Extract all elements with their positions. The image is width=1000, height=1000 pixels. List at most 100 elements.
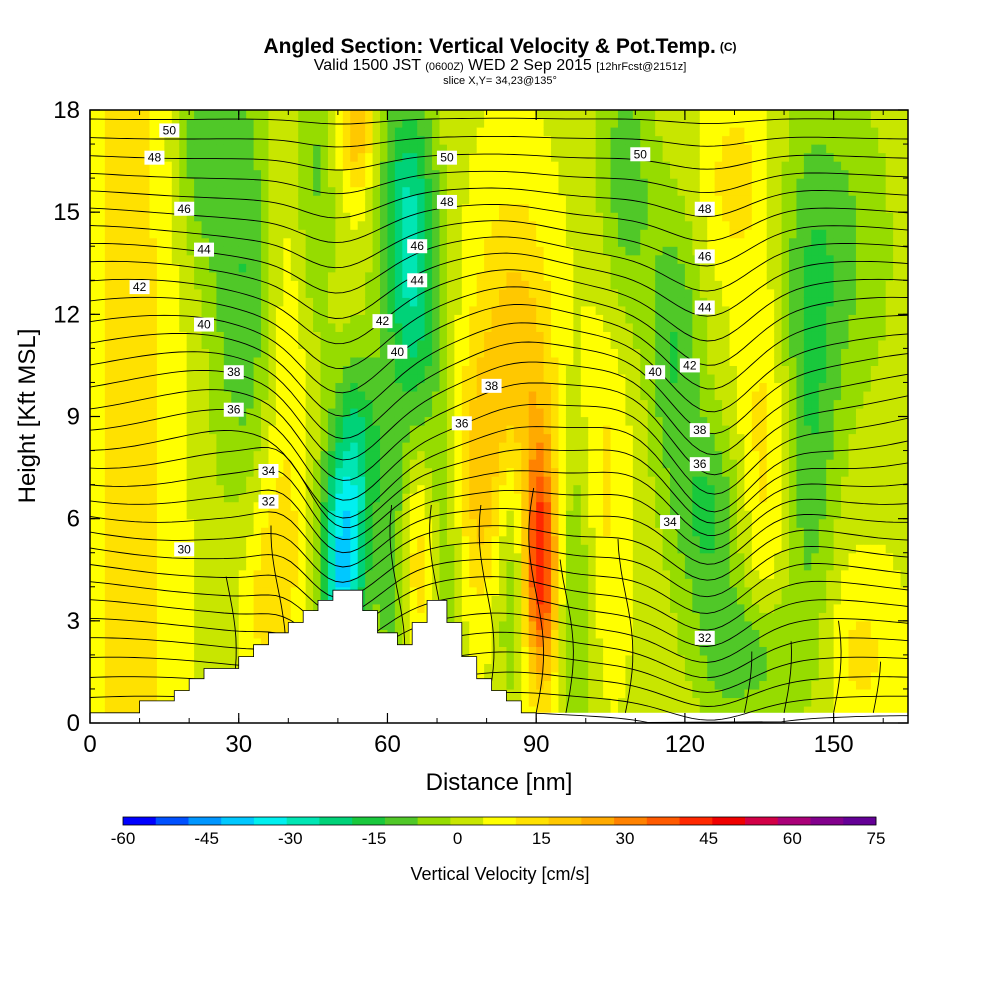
velocity-cell bbox=[335, 254, 344, 264]
velocity-cell bbox=[186, 339, 195, 349]
velocity-cell bbox=[461, 348, 470, 358]
velocity-cell bbox=[298, 356, 307, 367]
velocity-cell bbox=[536, 493, 545, 503]
velocity-cell bbox=[320, 186, 329, 196]
velocity-cell bbox=[90, 433, 99, 443]
velocity-cell bbox=[499, 322, 508, 332]
velocity-cell bbox=[394, 254, 403, 264]
velocity-cell bbox=[179, 586, 188, 596]
velocity-cell bbox=[424, 178, 433, 188]
velocity-cell bbox=[149, 331, 158, 341]
velocity-cell bbox=[97, 152, 106, 162]
velocity-cell bbox=[119, 237, 128, 247]
velocity-cell bbox=[127, 399, 136, 409]
velocity-cell bbox=[97, 127, 106, 137]
velocity-cell bbox=[476, 169, 485, 179]
velocity-cell bbox=[268, 603, 277, 613]
velocity-cell bbox=[253, 365, 262, 375]
velocity-cell bbox=[536, 654, 545, 664]
velocity-cell bbox=[513, 569, 522, 579]
velocity-cell bbox=[186, 169, 195, 179]
velocity-cell bbox=[580, 586, 589, 596]
velocity-cell bbox=[298, 169, 307, 179]
velocity-cell bbox=[194, 629, 203, 639]
velocity-cell bbox=[253, 552, 262, 562]
velocity-cell bbox=[127, 484, 136, 494]
velocity-cell bbox=[298, 450, 307, 460]
velocity-cell bbox=[164, 212, 173, 222]
velocity-cell bbox=[119, 263, 128, 273]
velocity-cell bbox=[491, 569, 500, 579]
velocity-cell bbox=[365, 535, 374, 545]
velocity-cell bbox=[387, 331, 396, 341]
velocity-cell bbox=[119, 348, 128, 358]
velocity-cell bbox=[491, 442, 500, 452]
velocity-cell bbox=[513, 390, 522, 401]
velocity-cell bbox=[90, 493, 99, 503]
velocity-cell bbox=[194, 544, 203, 554]
velocity-cell bbox=[402, 195, 411, 205]
velocity-cell bbox=[231, 339, 240, 349]
velocity-cell bbox=[186, 595, 195, 605]
velocity-cell bbox=[149, 288, 158, 298]
chart-header: Angled Section: Vertical Velocity & Pot.… bbox=[0, 36, 1000, 88]
velocity-cell bbox=[528, 297, 537, 307]
velocity-cell bbox=[372, 135, 381, 145]
velocity-cell bbox=[112, 144, 121, 154]
velocity-cell bbox=[283, 484, 292, 494]
velocity-cell bbox=[253, 263, 262, 273]
velocity-cell bbox=[313, 220, 322, 230]
velocity-cell bbox=[253, 612, 262, 622]
velocity-cell bbox=[499, 637, 508, 647]
velocity-cell bbox=[469, 552, 478, 562]
velocity-cell bbox=[521, 459, 530, 469]
velocity-cell bbox=[372, 407, 381, 418]
velocity-cell bbox=[588, 433, 597, 443]
velocity-cell bbox=[231, 161, 240, 171]
velocity-cell bbox=[134, 297, 143, 307]
velocity-cell bbox=[476, 637, 485, 647]
velocity-cell bbox=[283, 569, 292, 579]
velocity-cell bbox=[298, 297, 307, 307]
velocity-cell bbox=[573, 390, 582, 401]
velocity-cell bbox=[298, 578, 307, 588]
velocity-cell bbox=[231, 382, 240, 392]
velocity-cell bbox=[543, 697, 552, 707]
velocity-cell bbox=[380, 152, 389, 162]
velocity-cell bbox=[342, 561, 351, 571]
velocity-cell bbox=[536, 680, 545, 690]
velocity-cell bbox=[171, 356, 180, 367]
velocity-cell bbox=[417, 161, 426, 171]
velocity-cell bbox=[372, 144, 381, 154]
velocity-cell bbox=[112, 263, 121, 273]
velocity-cell bbox=[513, 135, 522, 145]
velocity-cell bbox=[491, 161, 500, 171]
velocity-cell bbox=[127, 373, 136, 384]
velocity-cell bbox=[588, 118, 597, 128]
velocity-cell bbox=[231, 425, 240, 435]
velocity-cell bbox=[238, 118, 247, 128]
velocity-cell bbox=[424, 586, 433, 596]
velocity-cell bbox=[290, 237, 299, 247]
velocity-cell bbox=[558, 144, 567, 154]
velocity-cell bbox=[290, 127, 299, 137]
velocity-cell bbox=[327, 314, 336, 324]
velocity-cell bbox=[119, 561, 128, 571]
velocity-cell bbox=[432, 552, 441, 562]
velocity-cell bbox=[216, 254, 225, 264]
velocity-cell bbox=[216, 527, 225, 537]
velocity-cell bbox=[283, 331, 292, 341]
velocity-cell bbox=[283, 280, 292, 290]
velocity-cell bbox=[595, 127, 604, 137]
velocity-cell bbox=[305, 535, 314, 545]
velocity-cell bbox=[380, 527, 389, 537]
velocity-cell bbox=[595, 135, 604, 145]
velocity-cell bbox=[521, 705, 530, 716]
velocity-cell bbox=[588, 578, 597, 588]
velocity-cell bbox=[558, 135, 567, 145]
velocity-cell bbox=[342, 510, 351, 520]
velocity-cell bbox=[491, 527, 500, 537]
velocity-cell bbox=[394, 356, 403, 367]
velocity-cell bbox=[223, 425, 232, 435]
velocity-cell bbox=[565, 178, 574, 188]
